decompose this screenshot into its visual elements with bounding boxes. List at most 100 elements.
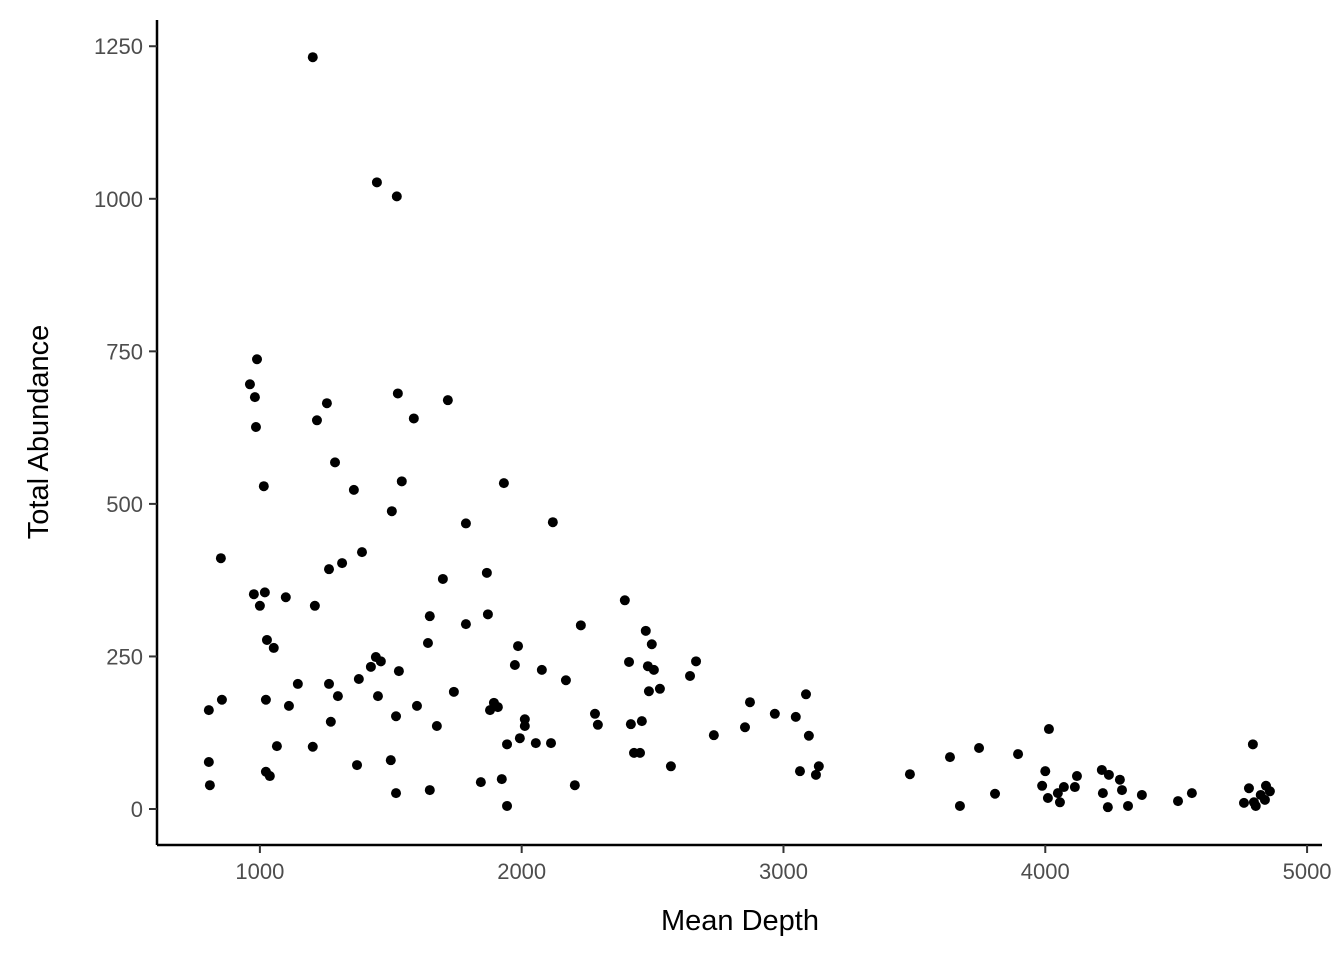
point bbox=[990, 788, 1001, 799]
point bbox=[442, 395, 453, 406]
point bbox=[1042, 793, 1053, 804]
point bbox=[216, 694, 227, 705]
point bbox=[1071, 771, 1082, 782]
x-tick-label: 3000 bbox=[759, 859, 808, 884]
point bbox=[252, 354, 263, 365]
point bbox=[954, 800, 965, 811]
y-tick-label: 1250 bbox=[94, 34, 143, 59]
point bbox=[536, 664, 547, 675]
point bbox=[408, 413, 419, 424]
point bbox=[1114, 774, 1125, 785]
point bbox=[1123, 800, 1134, 811]
point bbox=[203, 705, 214, 716]
point bbox=[422, 638, 433, 649]
point bbox=[646, 639, 657, 650]
point bbox=[203, 757, 214, 768]
point bbox=[514, 733, 525, 744]
point bbox=[496, 774, 507, 785]
y-tick-label: 1000 bbox=[94, 187, 143, 212]
point bbox=[204, 780, 215, 791]
point bbox=[1116, 785, 1127, 796]
point bbox=[460, 619, 471, 630]
point bbox=[391, 191, 402, 202]
point bbox=[790, 711, 801, 722]
point bbox=[259, 587, 270, 598]
point bbox=[348, 484, 359, 495]
point bbox=[260, 694, 271, 705]
point bbox=[744, 697, 755, 708]
point bbox=[411, 700, 422, 711]
point bbox=[547, 517, 558, 528]
point bbox=[654, 683, 665, 694]
point bbox=[810, 769, 821, 780]
point bbox=[386, 506, 397, 517]
point bbox=[307, 741, 318, 752]
point bbox=[482, 609, 493, 620]
point bbox=[513, 641, 524, 652]
point bbox=[1247, 739, 1258, 750]
point bbox=[324, 564, 335, 575]
point bbox=[448, 686, 459, 697]
point bbox=[530, 738, 541, 749]
point bbox=[794, 766, 805, 777]
point bbox=[485, 705, 496, 716]
point bbox=[352, 760, 363, 771]
point bbox=[492, 702, 503, 713]
point bbox=[1238, 797, 1249, 808]
point bbox=[1096, 764, 1107, 775]
point bbox=[215, 553, 226, 564]
point bbox=[502, 739, 513, 750]
point bbox=[271, 741, 282, 752]
point bbox=[904, 769, 915, 780]
point bbox=[375, 656, 386, 667]
point bbox=[1069, 782, 1080, 793]
point bbox=[589, 708, 600, 719]
point bbox=[309, 600, 320, 611]
point bbox=[437, 573, 448, 584]
point bbox=[311, 415, 322, 426]
point bbox=[372, 691, 383, 702]
point bbox=[356, 547, 367, 558]
point bbox=[691, 656, 702, 667]
point bbox=[264, 771, 275, 782]
point bbox=[391, 711, 402, 722]
point bbox=[365, 661, 376, 672]
point bbox=[1102, 802, 1113, 813]
point bbox=[1037, 780, 1048, 791]
point bbox=[569, 780, 580, 791]
point bbox=[321, 398, 332, 409]
point bbox=[332, 691, 343, 702]
point bbox=[1058, 782, 1069, 793]
point bbox=[292, 678, 303, 689]
point bbox=[519, 721, 530, 732]
point bbox=[393, 666, 404, 677]
point bbox=[337, 558, 348, 569]
point bbox=[1264, 786, 1275, 797]
point bbox=[254, 600, 265, 611]
point bbox=[502, 800, 513, 811]
point bbox=[643, 686, 654, 697]
x-tick-label: 2000 bbox=[497, 859, 546, 884]
point bbox=[385, 755, 396, 766]
y-tick-label: 750 bbox=[106, 339, 143, 364]
point bbox=[325, 716, 336, 727]
point bbox=[1243, 783, 1254, 794]
point bbox=[592, 719, 603, 730]
point bbox=[1103, 769, 1114, 780]
point bbox=[330, 457, 341, 468]
point bbox=[258, 481, 269, 492]
x-tick-label: 4000 bbox=[1021, 859, 1070, 884]
point bbox=[800, 689, 811, 700]
point bbox=[371, 177, 382, 188]
point bbox=[560, 675, 571, 686]
point bbox=[640, 625, 651, 636]
point bbox=[249, 392, 260, 403]
point bbox=[1136, 789, 1147, 800]
point bbox=[261, 634, 272, 645]
point bbox=[268, 642, 279, 653]
point bbox=[353, 674, 364, 685]
point bbox=[1040, 766, 1051, 777]
point bbox=[665, 761, 676, 772]
point bbox=[1186, 788, 1197, 799]
